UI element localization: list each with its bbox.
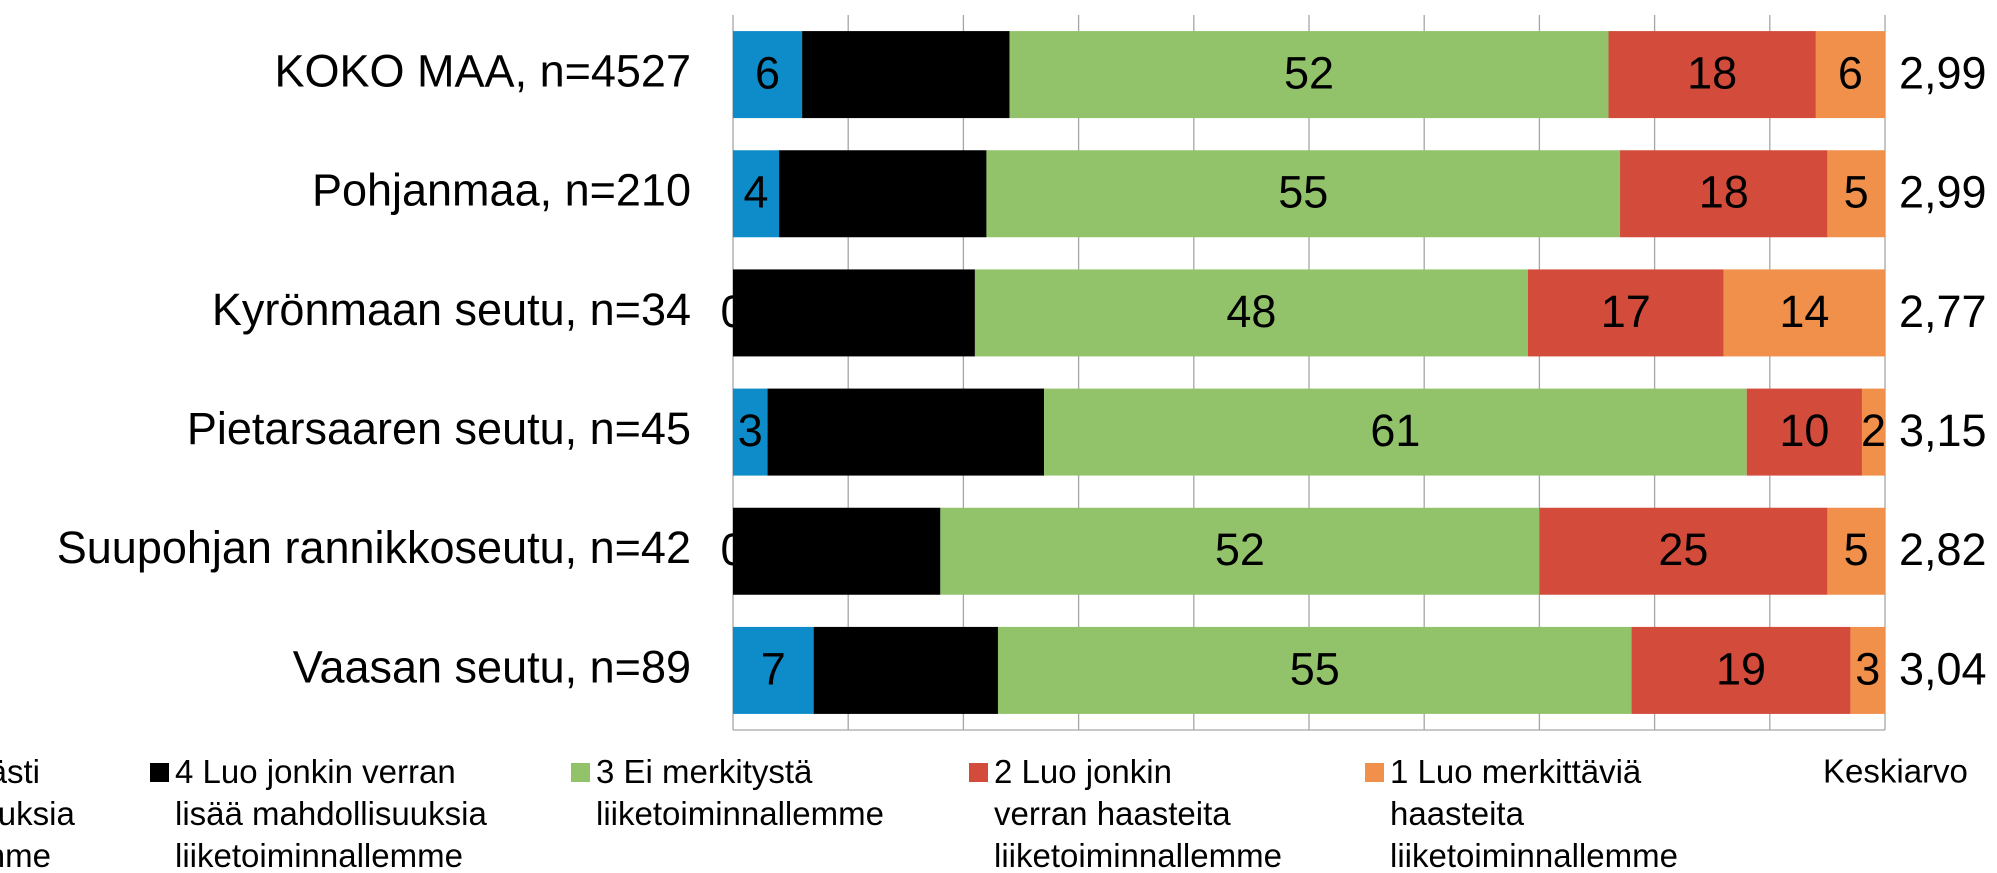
bar-segment [997, 626, 1632, 714]
category-label: KOKO MAA, n=4527 [275, 45, 691, 96]
bar-segment [1631, 626, 1851, 714]
legend-marker [969, 763, 988, 782]
data-label: 18 [1699, 167, 1749, 218]
legend-label: 1 Luo merkittäviä haasteita liiketoiminnal… [1390, 753, 1678, 873]
data-label: 52 [1284, 47, 1334, 98]
bar-segment [813, 626, 998, 714]
text-line: lisää mahdollisuuksia [175, 795, 487, 832]
data-label: 48 [1226, 286, 1276, 337]
mean-label: 2,77 [1899, 286, 1987, 337]
category-label: Kyrönmaan seutu, n=34 [212, 284, 691, 335]
mean-label: 2,99 [1899, 47, 1987, 98]
data-label: 3 [1855, 643, 1880, 694]
data-label: 6 [755, 47, 780, 98]
bar-segment [1044, 388, 1747, 476]
bar-segment [802, 31, 1010, 119]
bar-segment [733, 31, 803, 119]
legend-label: Keskiarvo [1823, 753, 1968, 790]
data-label: 5 [1844, 167, 1869, 218]
text-line: haasteita [1390, 795, 1525, 832]
category-label: Vaasan seutu, n=89 [293, 641, 691, 692]
bar-segment [1827, 150, 1885, 238]
bar-segment [733, 388, 768, 476]
data-label: 17 [1601, 286, 1651, 337]
data-label: 55 [1290, 643, 1340, 694]
text-line: lisää mahdollisuuksia [0, 795, 75, 832]
text-line: liiketoiminnallemme [0, 837, 51, 873]
data-label: 5 [1844, 524, 1869, 575]
category-label: Pohjanmaa, n=210 [312, 165, 691, 216]
bar-segment [733, 269, 975, 357]
mean-label: 2,82 [1899, 524, 1987, 575]
text-line: liiketoiminnallemme [994, 837, 1282, 873]
text-line: verran haasteita [994, 795, 1231, 832]
bar-segment [1815, 31, 1885, 119]
bar-segment [1527, 269, 1724, 357]
data-label: 18 [1687, 47, 1737, 98]
bar-segment [940, 507, 1540, 595]
data-label: 25 [1658, 524, 1708, 575]
bar-segment [1539, 507, 1828, 595]
data-label: 14 [1779, 286, 1829, 337]
bar-segment [733, 150, 780, 238]
text-line: 1 Luo merkittäviä [1390, 753, 1642, 790]
text-line: liiketoiminnallemme [596, 795, 884, 832]
legend-marker [1365, 763, 1384, 782]
bar-segment [733, 507, 941, 595]
bar-segment [779, 150, 987, 238]
data-label: 7 [761, 643, 786, 694]
bar-segment [1620, 150, 1828, 238]
category-label: Suupohjan rannikkoseutu, n=42 [57, 522, 691, 573]
bar-segment [1746, 388, 1862, 476]
text-line: 4 Luo jonkin verran [175, 753, 456, 790]
legend-label: 3 Ei merkitystä liiketoiminnallemme [596, 753, 884, 832]
category-label: Pietarsaaren seutu, n=45 [187, 403, 691, 454]
mean-label: 2,99 [1899, 167, 1987, 218]
bar-segment [767, 388, 1045, 476]
text-line: liiketoiminnallemme [175, 837, 463, 873]
text-line: 5 Luo merkittävästi [0, 753, 40, 790]
data-label: 55 [1278, 167, 1328, 218]
mean-label: 3,15 [1899, 405, 1987, 456]
mean-label: 3,04 [1899, 643, 1987, 694]
bar-segment [1009, 31, 1609, 119]
legend-marker [150, 763, 169, 782]
legend-marker [571, 763, 590, 782]
bar-segment [1723, 269, 1885, 357]
data-label: 6 [1838, 47, 1863, 98]
bar-segment [986, 150, 1621, 238]
data-label: 2 [1861, 405, 1886, 456]
data-label: 3 [738, 405, 763, 456]
data-label: 4 [744, 167, 769, 218]
bar-segment [974, 269, 1528, 357]
bar-segment [1827, 507, 1885, 595]
bar-segment [733, 626, 814, 714]
data-label: 61 [1370, 405, 1420, 456]
bar-segment [1850, 626, 1885, 714]
text-line: 3 Ei merkitystä [596, 753, 813, 790]
legend-label: 5 Luo merkittävästi lisää mahdollisuuksia… [0, 753, 75, 873]
text-line: liiketoiminnallemme [1390, 837, 1678, 873]
data-label: 10 [1779, 405, 1829, 456]
text-line: 2 Luo jonkin [994, 753, 1172, 790]
data-label: 52 [1215, 524, 1265, 575]
legend-label: 4 Luo jonkin verran lisää mahdollisuuksia… [175, 753, 487, 873]
bar-segment [1861, 388, 1885, 476]
data-label: 19 [1716, 643, 1766, 694]
bar-segment [1608, 31, 1816, 119]
legend-label: 2 Luo jonkin verran haasteita liiketoiminn… [994, 753, 1282, 873]
